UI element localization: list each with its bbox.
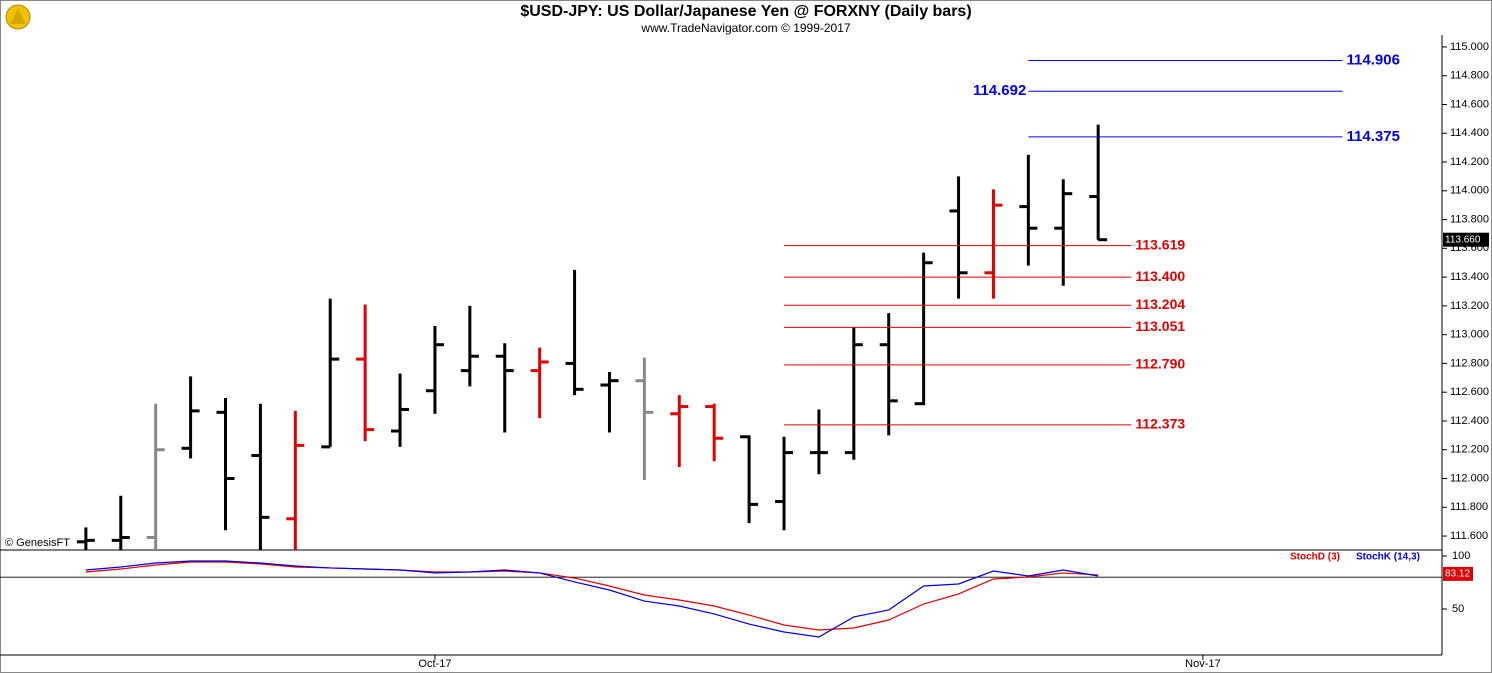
last-price-box [1443, 232, 1489, 247]
last-price-label: 113.660 [1445, 234, 1481, 245]
level-label: 114.375 [1347, 128, 1400, 145]
logo [5, 4, 31, 30]
last-value-label: 83.12 [1445, 569, 1470, 580]
stoch-line [85, 561, 1099, 631]
level-label: 113.204 [1135, 296, 1185, 312]
y-tick-label: 112.800 [1450, 357, 1489, 369]
y-tick-label: 50 [1452, 603, 1464, 615]
level-label: 112.790 [1135, 356, 1185, 372]
y-tick-label: 114.800 [1450, 70, 1489, 82]
y-tick-label: 111.800 [1450, 501, 1488, 513]
stoch-line [85, 560, 1099, 638]
y-tick-label: 112.200 [1450, 444, 1489, 456]
y-tick-label: 112.400 [1450, 415, 1489, 427]
watermark: © GenesisFT [5, 537, 70, 549]
legend-entry: StochK (14,3) [1356, 552, 1420, 563]
level-label: 114.906 [1347, 51, 1400, 68]
price-bars [76, 124, 1108, 550]
y-tick-label: 114.200 [1450, 156, 1489, 168]
y-tick-label: 113.800 [1450, 213, 1489, 225]
y-tick-label: 114.400 [1450, 127, 1489, 139]
y-tick-label: 100 [1452, 550, 1470, 562]
chart-subtitle: www.TradeNavigator.com © 1999-2017 [640, 21, 850, 35]
y-tick-label: 111.600 [1450, 530, 1488, 542]
y-tick-label: 114.000 [1450, 185, 1489, 197]
level-label: 113.051 [1135, 318, 1185, 334]
x-tick-label: Nov-17 [1185, 658, 1220, 670]
y-tick-label: 113.000 [1450, 329, 1489, 341]
y-tick-label: 112.000 [1450, 472, 1489, 484]
legend-entry: StochD (3) [1290, 552, 1340, 563]
y-tick-label: 113.200 [1450, 300, 1489, 312]
level-label: 112.373 [1135, 416, 1185, 432]
chart-title: $USD-JPY: US Dollar/Japanese Yen @ FORXN… [520, 3, 971, 20]
level-label: 114.692 [973, 82, 1026, 99]
last-value-box [1443, 566, 1473, 581]
y-tick-label: 113.400 [1450, 271, 1489, 283]
y-tick-label: 112.600 [1450, 386, 1489, 398]
y-tick-label: 115.000 [1450, 41, 1489, 53]
level-label: 113.619 [1135, 236, 1185, 252]
y-tick-label: 114.600 [1450, 98, 1489, 110]
level-label: 113.400 [1135, 268, 1185, 284]
x-tick-label: Oct-17 [418, 658, 451, 670]
